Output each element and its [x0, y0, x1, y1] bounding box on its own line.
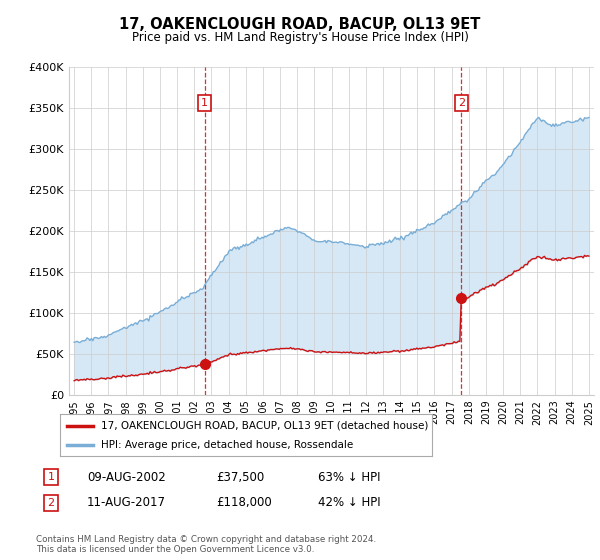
Text: 1: 1: [201, 98, 208, 108]
Text: Contains HM Land Registry data © Crown copyright and database right 2024.
This d: Contains HM Land Registry data © Crown c…: [36, 535, 376, 554]
Text: £37,500: £37,500: [216, 470, 264, 484]
Text: 11-AUG-2017: 11-AUG-2017: [87, 496, 166, 510]
Text: £118,000: £118,000: [216, 496, 272, 510]
Text: 1: 1: [47, 472, 55, 482]
Text: 2: 2: [458, 98, 465, 108]
Text: 42% ↓ HPI: 42% ↓ HPI: [318, 496, 380, 510]
Text: 63% ↓ HPI: 63% ↓ HPI: [318, 470, 380, 484]
Text: Price paid vs. HM Land Registry's House Price Index (HPI): Price paid vs. HM Land Registry's House …: [131, 31, 469, 44]
Text: 09-AUG-2002: 09-AUG-2002: [87, 470, 166, 484]
Text: 17, OAKENCLOUGH ROAD, BACUP, OL13 9ET (detached house): 17, OAKENCLOUGH ROAD, BACUP, OL13 9ET (d…: [101, 421, 428, 431]
Text: HPI: Average price, detached house, Rossendale: HPI: Average price, detached house, Ross…: [101, 440, 353, 450]
Text: 17, OAKENCLOUGH ROAD, BACUP, OL13 9ET: 17, OAKENCLOUGH ROAD, BACUP, OL13 9ET: [119, 17, 481, 32]
Text: 2: 2: [47, 498, 55, 508]
